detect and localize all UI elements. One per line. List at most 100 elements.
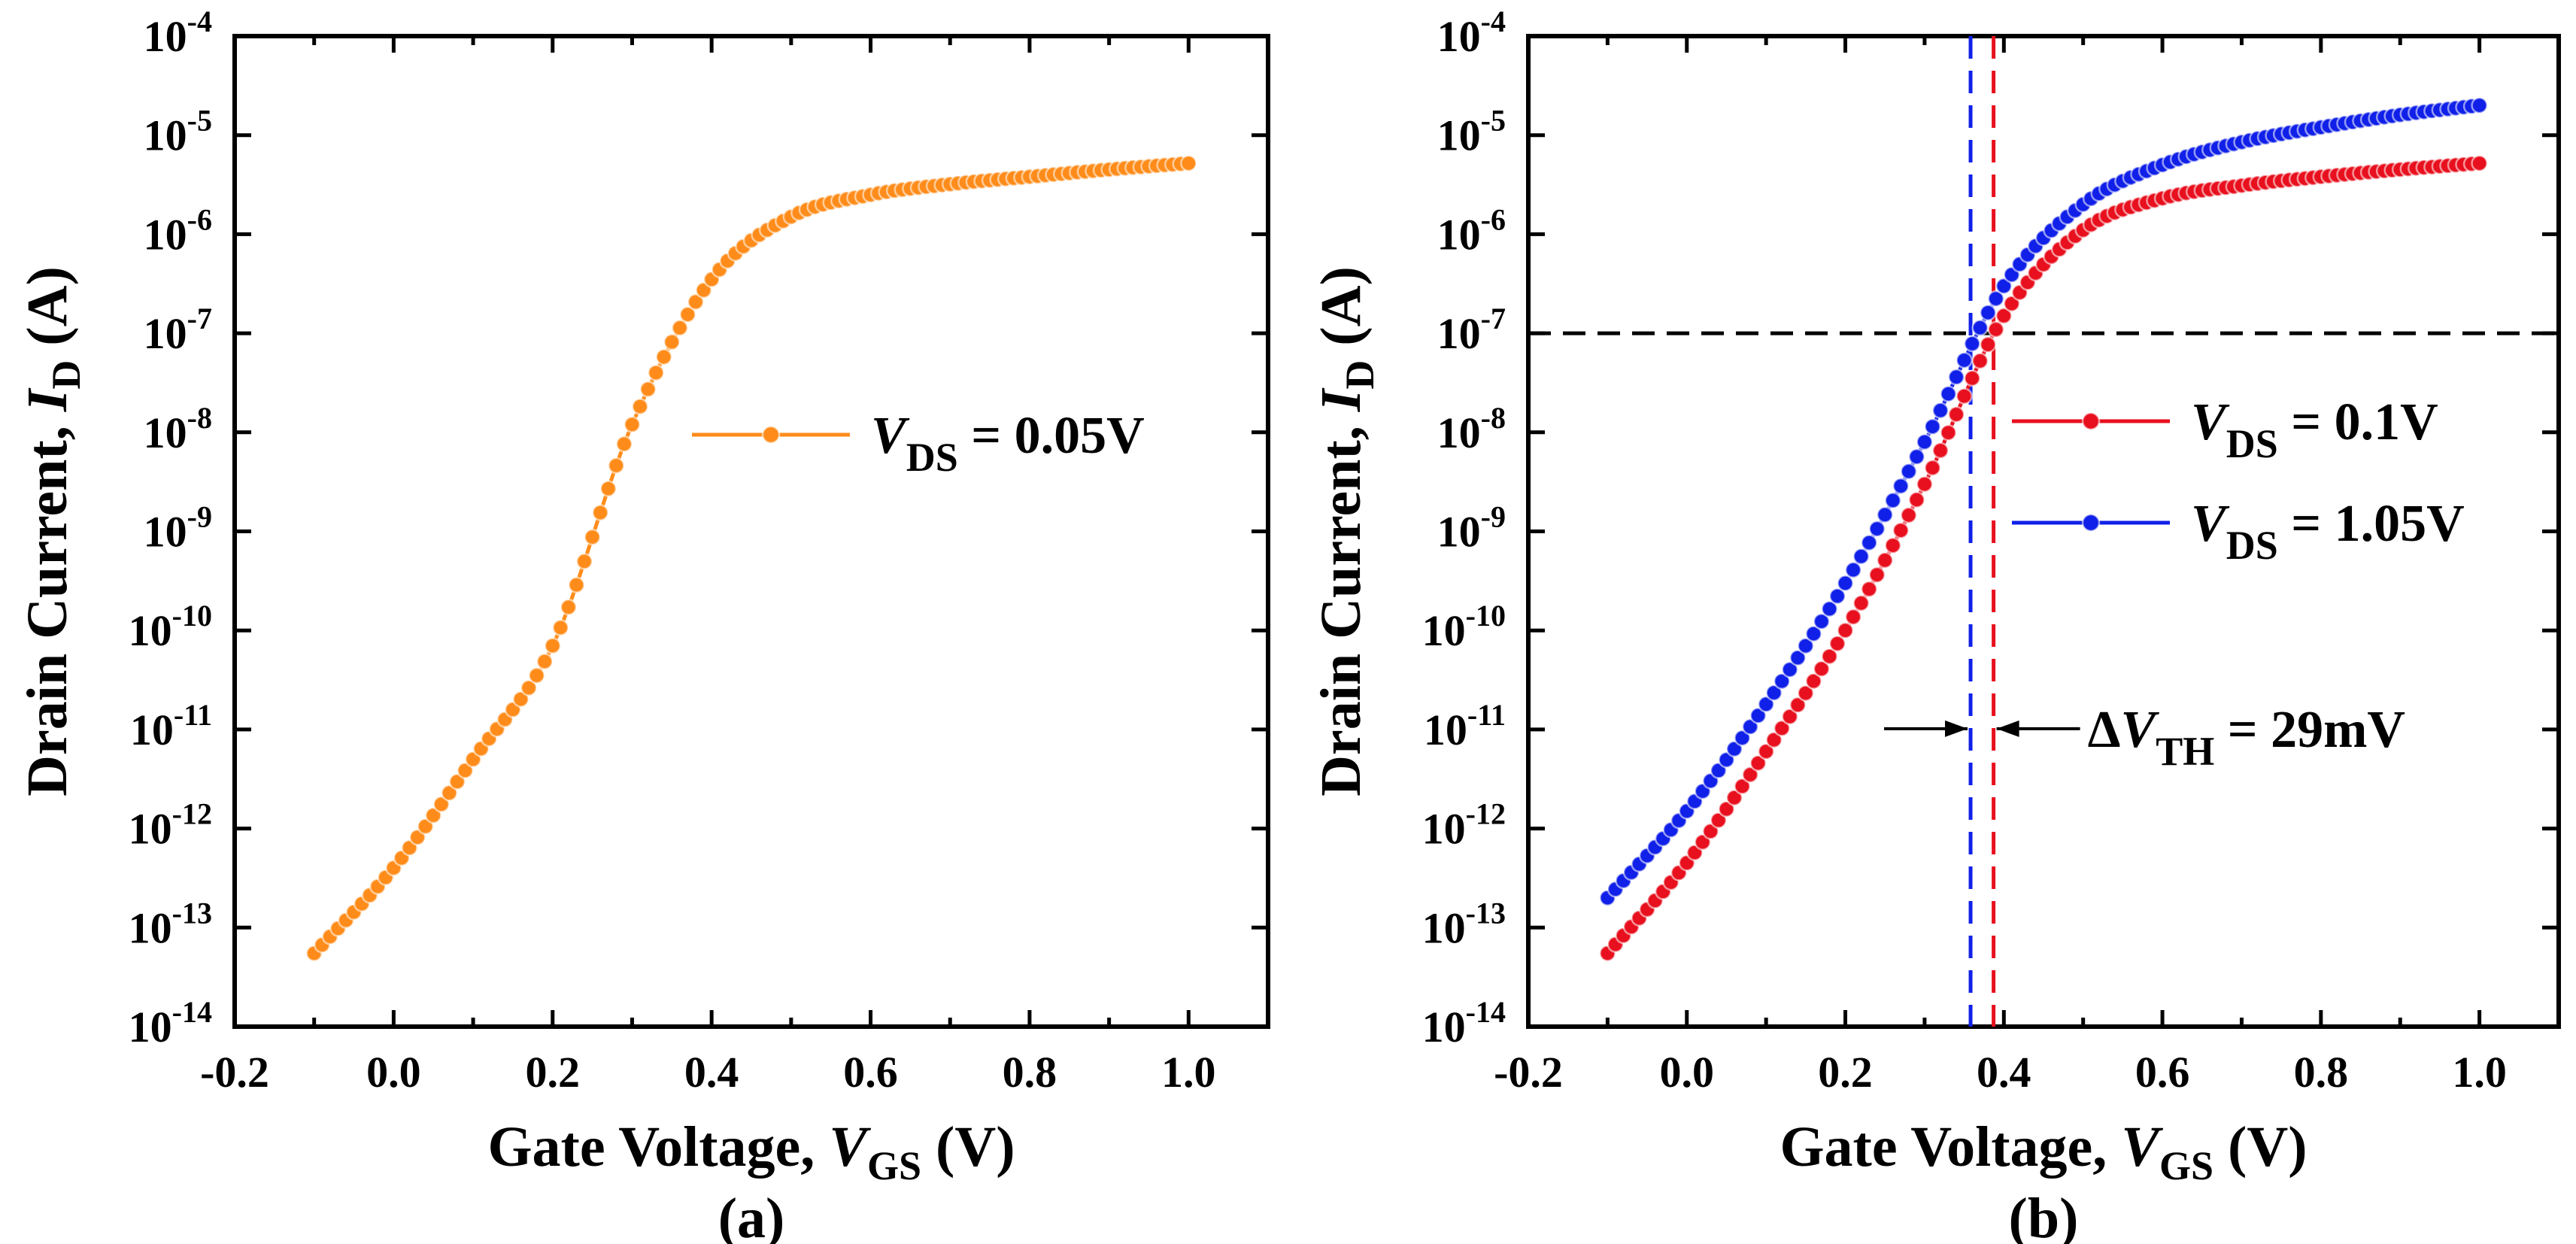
y-tick-label: 10-7 [1437,302,1506,358]
data-point [1805,672,1822,690]
data-point [1892,477,1910,495]
y-tick-label: 10-14 [129,995,212,1051]
y-tick-base: 10 [1437,408,1481,457]
y-tick-label: 10-13 [1422,896,1506,952]
data-point [1979,304,1997,321]
data-point [1773,720,1791,737]
x-tick-label: 1.0 [1161,1048,1216,1097]
y-tick-exponent: -13 [1466,896,1506,930]
data-point [1900,463,1918,481]
y-tick-label: 10-11 [130,698,212,754]
series-line [312,161,1189,955]
data-point [615,435,633,453]
y-tick-label: 10-11 [1424,698,1506,754]
data-point [1892,521,1910,539]
data-point [1971,319,1989,337]
series-0.05V [305,154,1197,962]
legend-item: VDS = 0.05V [692,407,1145,480]
data-point [1860,534,1878,551]
data-point [575,553,593,570]
data-point [1956,351,1973,369]
data-point [441,784,458,802]
x-tick-label: 0.6 [2135,1048,2190,1097]
data-point [536,653,554,670]
data-point [647,364,665,381]
data-point [1940,423,1957,441]
y-tick-base: 10 [1422,606,1466,655]
x-axis-label: Gate Voltage, VGS (V) [1780,1115,2307,1188]
data-point [1963,335,1981,353]
data-point [1781,660,1799,678]
y-tick-base: 10 [1437,309,1481,358]
x-tick-label: 0.8 [2294,1048,2349,1097]
data-point [1916,433,1934,451]
data-point [1781,708,1799,726]
data-point [1765,684,1783,702]
data-point [560,599,578,616]
data-point [1773,672,1791,690]
y-tick-exponent: -8 [1481,401,1506,435]
data-point [1789,649,1807,666]
delta-vth-label: ΔVTH = 29mV [2088,701,2405,774]
data-point [1757,742,1775,760]
data-point [1725,789,1743,806]
data-point [1813,660,1831,678]
arrow-right-head [1996,720,2019,737]
data-point [1813,612,1831,630]
data-point [599,480,617,497]
data-point [1844,608,1862,626]
data-point [1995,278,2013,295]
data-point [1821,648,1838,665]
y-tick-label: 10-6 [144,202,212,259]
x-tick-label: 0.8 [1003,1048,1057,1097]
y-tick-label: 10-4 [1437,5,1506,61]
data-point [1710,812,1728,829]
y-tick-base: 10 [144,408,187,457]
data-point [1987,320,2005,338]
data-point [591,504,609,521]
y-tick-label: 10-5 [1437,104,1506,160]
series-1.05V [1599,96,2488,906]
data-point [1749,754,1767,772]
y-tick-label: 10-9 [1437,500,1506,557]
data-point [544,637,562,654]
x-tick-label: 1.0 [2452,1048,2507,1097]
data-point [608,457,625,475]
x-axis-label: Gate Voltage, VGS (V) [487,1115,1015,1188]
x-tick-label: 0.0 [366,1048,421,1097]
y-tick-label: 10-4 [144,5,212,61]
y-axis-label: Drain Current, ID (A) [16,266,89,796]
y-tick-label: 10-13 [129,896,212,952]
y-tick-exponent: -11 [1467,698,1506,732]
data-point [1765,731,1783,748]
y-tick-exponent: -10 [172,599,212,633]
y-tick-label: 10-9 [144,500,212,557]
data-point [1749,707,1767,724]
data-point [1900,506,1918,524]
data-point [1979,335,1997,353]
data-point [687,293,705,311]
data-point [1916,475,1934,493]
data-point [568,576,585,593]
data-point [1931,441,1949,460]
data-point [432,796,451,813]
x-tick-label: 0.4 [1977,1048,2031,1097]
y-tick-label: 10-12 [1422,797,1506,854]
x-tick-label: -0.2 [1494,1048,1563,1097]
data-point [1884,492,1902,509]
data-point [679,305,696,323]
y-tick-exponent: -6 [1481,202,1506,236]
data-point [448,773,466,790]
legend-label: VDS = 0.1V [2191,393,2438,466]
y-tick-exponent: -5 [1481,104,1506,138]
x-tick-label: 0.4 [684,1048,739,1097]
y-tick-base: 10 [1424,705,1467,754]
data-point [2471,154,2488,172]
data-point [1908,491,1925,508]
data-point [1821,600,1838,617]
x-tick-label: 0.6 [843,1048,898,1097]
data-point [1734,729,1751,747]
y-tick-label: 10-8 [1437,401,1506,457]
data-point [1797,637,1815,654]
y-tick-exponent: -14 [172,995,212,1029]
